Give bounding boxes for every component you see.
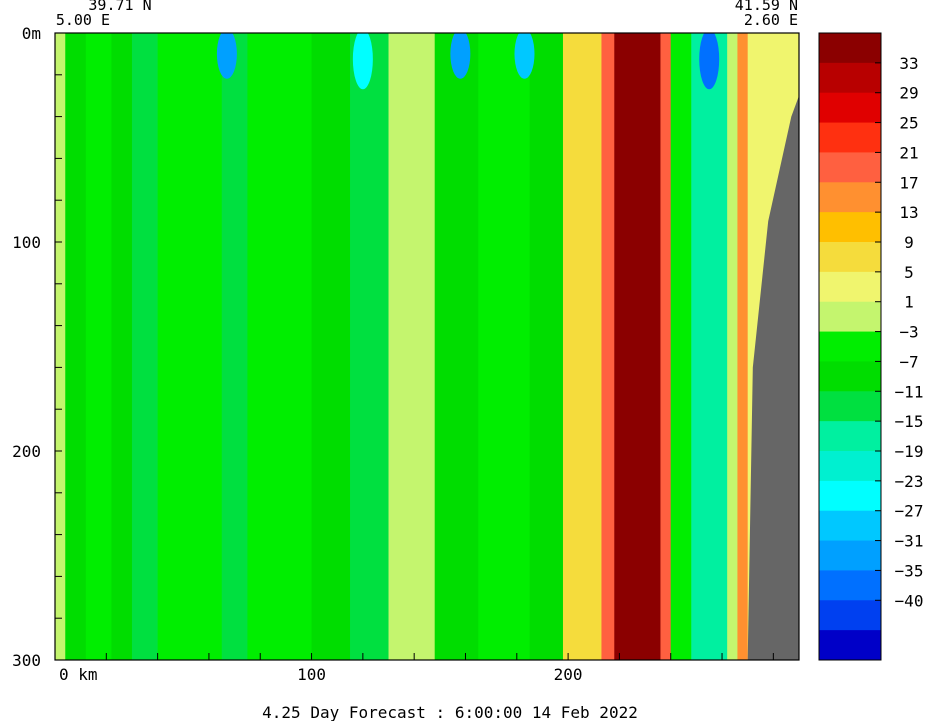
land-mask (747, 33, 799, 660)
colorbar-swatch (819, 510, 881, 542)
field-column (434, 33, 479, 660)
colorbar-swatch (819, 182, 881, 213)
y-tick-label: 100 (12, 233, 41, 252)
colorbar-swatch (819, 361, 881, 392)
colorbar-label: 17 (899, 173, 918, 192)
surface-cell (450, 33, 471, 79)
colorbar-label: 21 (899, 143, 918, 162)
x-tick-label: 200 (554, 665, 583, 684)
colorbar-swatch (819, 242, 881, 273)
field-column (660, 33, 672, 660)
colorbar-swatch (819, 391, 881, 422)
colorbar-label: −23 (895, 472, 924, 491)
colorbar-swatch (819, 480, 881, 512)
field-column (311, 33, 351, 660)
colorbar-label: −31 (895, 532, 924, 551)
field-column (247, 33, 282, 660)
colorbar-swatch (819, 212, 881, 243)
colorbar-swatch (819, 421, 881, 452)
colorbar-frame (818, 32, 882, 661)
field-column (737, 33, 749, 660)
colorbar-label: −7 (899, 352, 918, 371)
y-tick-label: 0m (22, 24, 41, 43)
colorbar-swatch (819, 331, 881, 362)
colorbar-swatch (819, 152, 881, 183)
colorbar-swatch (819, 451, 881, 482)
field-column (727, 33, 738, 660)
corner-right-lon: 2.60 E (744, 11, 798, 29)
colorbar-label: 33 (899, 54, 918, 73)
colorbar-label: −27 (895, 502, 924, 521)
field-column (580, 33, 602, 660)
colorbar-swatch (819, 630, 881, 661)
colorbar-label: 5 (904, 263, 914, 282)
colorbar-label: −3 (899, 323, 918, 342)
field-column (280, 33, 313, 660)
forecast-caption: 4.25 Day Forecast : 6:00:00 14 Feb 2022 (262, 703, 638, 721)
colorbar-label: −11 (895, 382, 924, 401)
surface-cell (216, 33, 237, 79)
field-column (529, 33, 564, 660)
axes: 0m 100 200 300 0 km 100 200 (12, 24, 800, 684)
colorbar-label: −35 (895, 561, 924, 580)
colorbar-swatch (819, 33, 881, 64)
colorbar-swatch (819, 122, 881, 153)
surface-cell (699, 33, 720, 90)
colorbar-label: −19 (895, 442, 924, 461)
field-column (157, 33, 197, 660)
colorbar-swatch (819, 540, 881, 571)
y-tick-label: 200 (12, 442, 41, 461)
corner-left-lat: 39.71 N (88, 0, 151, 14)
colorbar-swatch (819, 62, 881, 94)
colorbar-label: 9 (904, 233, 914, 252)
field-column (65, 33, 87, 660)
x-tick-label: 100 (297, 665, 326, 684)
field-column (691, 33, 728, 660)
colorbar-swatch (819, 570, 881, 601)
field-column (601, 33, 615, 660)
colorbar-swatch (819, 600, 881, 631)
colorbar-label: 13 (899, 203, 918, 222)
corner-right-lat: 41.59 N (735, 0, 798, 14)
plot-area (55, 33, 799, 660)
colorbar-label: −40 (895, 591, 924, 610)
field-column (85, 33, 112, 660)
field-column (388, 33, 436, 660)
surface-cell (352, 33, 373, 90)
field-column (670, 33, 692, 660)
field-column (55, 33, 66, 660)
colorbar-swatch (819, 271, 881, 303)
colorbar-label: −15 (895, 412, 924, 431)
colorbar: 33 29 25 21 17 13 9 5 1 −3 −7 −11 −15 −19 −23 −27 −31 −35… (818, 32, 924, 661)
surface-cell (514, 33, 535, 79)
x-tick-label: 0 km (59, 665, 98, 684)
colorbar-swatch (819, 92, 881, 124)
field-column (478, 33, 531, 660)
corner-left-lon: 5.00 E (56, 11, 110, 29)
y-tick-label: 300 (12, 651, 41, 670)
colorbar-label: 25 (899, 114, 918, 133)
field-column (562, 33, 582, 660)
colorbar-label: 1 (904, 293, 914, 312)
field-column (350, 33, 390, 660)
plot-frame (54, 32, 800, 661)
field-column (614, 33, 661, 660)
colorbar-swatch (819, 301, 881, 333)
field-column (221, 33, 248, 660)
field-column (131, 33, 159, 660)
colorbar-label: 29 (899, 84, 918, 103)
field-column (111, 33, 133, 660)
field-column (196, 33, 223, 660)
